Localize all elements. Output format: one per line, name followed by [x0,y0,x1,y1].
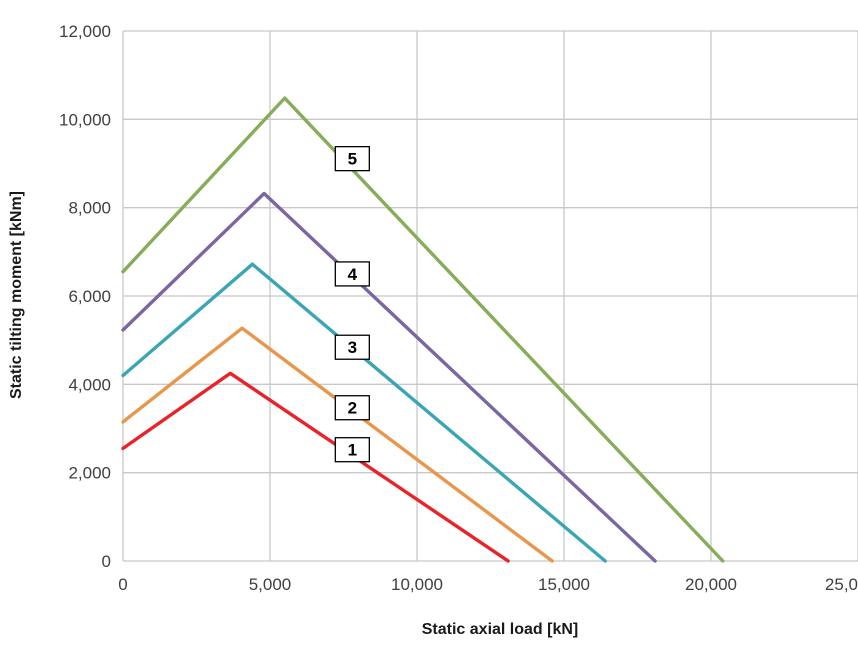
series-line-2 [121,326,554,563]
curve-label-text: 4 [348,265,358,284]
series-line-1 [121,371,510,563]
series-line-4 [121,191,657,563]
y-tick-label: 10,000 [59,110,111,129]
x-tick-label: 10,000 [391,575,443,594]
curve-label-box [334,437,370,463]
x-tick-label: 20,000 [685,575,737,594]
y-tick-label: 6,000 [68,287,111,306]
series-group [121,96,725,563]
y-tick-label: 12,000 [59,22,111,41]
y-axis-ticks: 0 2,000 4,000 6,000 8,000 10,000 12,000 [59,22,111,571]
curve-label-box [334,334,370,360]
x-axis-ticks: 0 5,000 10,000 15,000 20,000 25,0 [118,575,858,594]
curve-label-box [334,395,370,421]
curve-label-2: 2 [334,395,370,421]
curve-label-1: 1 [334,437,370,463]
curve-label-text: 1 [348,441,357,460]
y-tick-label: 8,000 [68,199,111,218]
grid [122,30,858,562]
curve-label-3: 3 [334,334,370,360]
y-tick-label: 4,000 [68,375,111,394]
series-line-3 [121,262,607,563]
curve-labels: 1 2 3 4 5 [334,145,370,463]
curve-label-5: 5 [334,145,370,172]
curve-label-text: 5 [348,150,357,169]
series-line-5 [121,96,725,563]
curve-label-text: 3 [348,338,357,357]
x-tick-label: 5,000 [249,575,292,594]
x-tick-label: 0 [118,575,127,594]
y-tick-label: 0 [102,552,111,571]
x-tick-label: 25,0 [825,575,858,594]
y-tick-label: 2,000 [68,464,111,483]
curve-label-4: 4 [334,261,370,287]
y-axis-title: Static tilting moment [kNm] [8,191,25,399]
x-tick-label: 15,000 [538,575,590,594]
curve-label-text: 2 [348,399,357,418]
curve-label-box [334,261,370,287]
curve-label-box [334,145,370,172]
x-axis-title: Static axial load [kN] [422,621,579,638]
